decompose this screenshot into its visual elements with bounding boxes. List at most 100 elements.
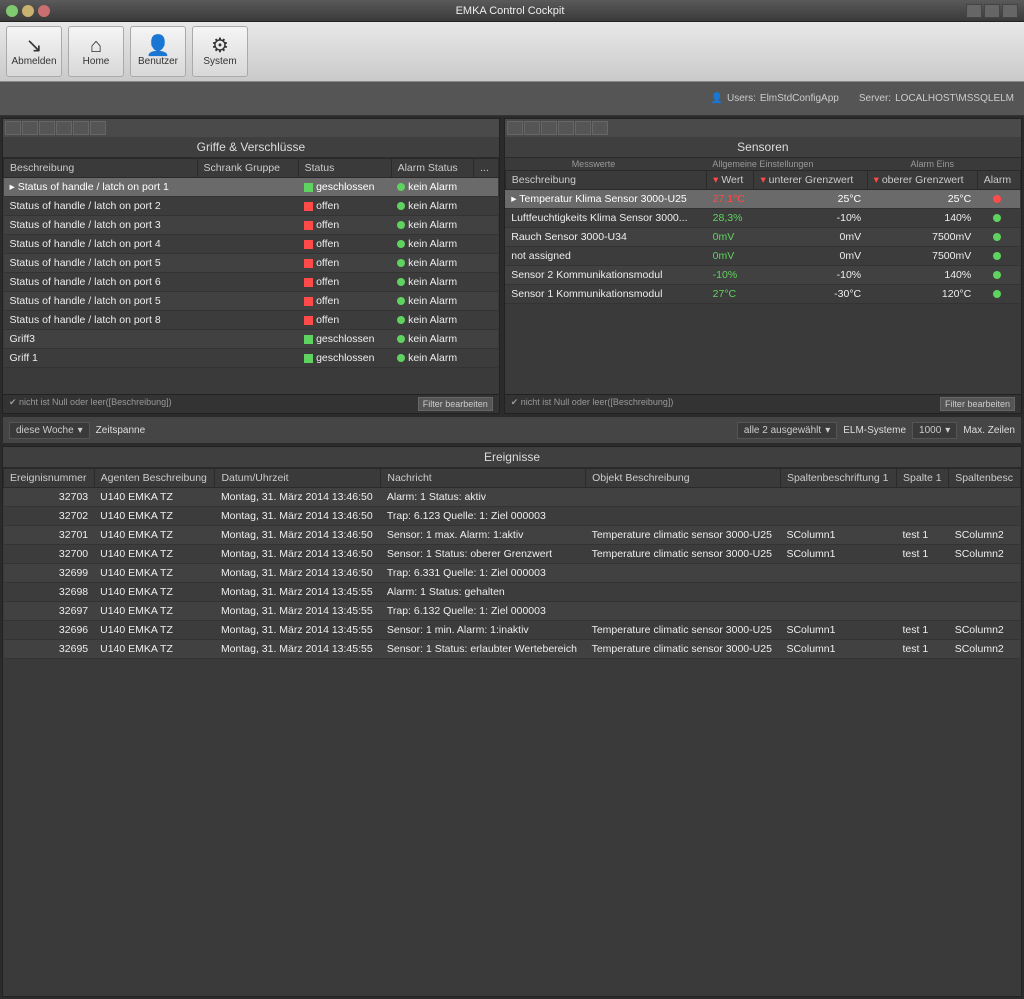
table-row[interactable]: 32701U140 EMKA TZMontag, 31. März 2014 1… [4, 526, 1021, 545]
alarm-cell: kein Alarm [391, 349, 474, 368]
table-row[interactable]: 32698U140 EMKA TZMontag, 31. März 2014 1… [4, 583, 1021, 602]
count-dropdown[interactable]: alle 2 ausgewählt ▾ [737, 422, 837, 439]
schrank-cell [197, 311, 298, 330]
toolbar-icon[interactable] [5, 121, 21, 135]
oberer-cell: 7500mV [867, 247, 977, 266]
table-row[interactable]: Status of handle / latch on port 6offenk… [4, 273, 499, 292]
column-header[interactable]: Schrank Gruppe [197, 159, 298, 178]
column-header[interactable]: Beschreibung [4, 159, 198, 178]
oberer-cell: 25°C [867, 190, 977, 209]
toolbar-icon[interactable] [558, 121, 574, 135]
tool-label: Home [83, 56, 110, 67]
toolbar-icon[interactable] [39, 121, 55, 135]
griffe-filter-edit-button[interactable]: Filter bearbeiten [418, 397, 493, 411]
agent-cell: U140 EMKA TZ [94, 488, 215, 507]
table-row[interactable]: 32696U140 EMKA TZMontag, 31. März 2014 1… [4, 621, 1021, 640]
table-row[interactable]: 32700U140 EMKA TZMontag, 31. März 2014 1… [4, 545, 1021, 564]
column-header[interactable]: Spaltenbesc [949, 469, 1021, 488]
toolbar-icon[interactable] [575, 121, 591, 135]
griffe-table[interactable]: BeschreibungSchrank GruppeStatusAlarm St… [3, 158, 499, 368]
sp2-cell: SColumn2 [949, 640, 1021, 659]
table-row[interactable]: Sensor 2 Kommunikationsmodul-10%-10%140% [505, 266, 1020, 285]
column-header[interactable]: Agenten Beschreibung [94, 469, 215, 488]
column-header[interactable]: ▾ oberer Grenzwert [867, 171, 977, 190]
column-header[interactable]: ... [474, 159, 499, 178]
table-row[interactable]: Status of handle / latch on port 8offenk… [4, 311, 499, 330]
column-header[interactable]: Status [298, 159, 391, 178]
minimize-button[interactable] [966, 4, 982, 18]
objekt-cell: Temperature climatic sensor 3000-U25 [586, 526, 781, 545]
desc-cell: Griff 1 [4, 349, 198, 368]
table-row[interactable]: 32702U140 EMKA TZMontag, 31. März 2014 1… [4, 507, 1021, 526]
nachricht-cell: Sensor: 1 max. Alarm: 1:aktiv [381, 526, 586, 545]
table-row[interactable]: 32703U140 EMKA TZMontag, 31. März 2014 1… [4, 488, 1021, 507]
toolbar-icon[interactable] [73, 121, 89, 135]
sensoren-table[interactable]: Beschreibung▾ Wert▾ unterer Grenzwert▾ o… [505, 170, 1021, 304]
home-button[interactable]: ⌂Home [68, 26, 124, 77]
schrank-cell [197, 254, 298, 273]
status-dot-icon [993, 271, 1001, 279]
table-row[interactable]: Rauch Sensor 3000-U340mV0mV7500mV [505, 228, 1020, 247]
table-row[interactable]: Status of handle / latch on port 5offenk… [4, 292, 499, 311]
sp1-cell [780, 507, 896, 526]
abmelden-button[interactable]: ↘Abmelden [6, 26, 62, 77]
table-row[interactable]: Status of handle / latch on port 3offenk… [4, 216, 499, 235]
toolbar-icon[interactable] [507, 121, 523, 135]
toolbar-icon[interactable] [541, 121, 557, 135]
column-header[interactable]: Objekt Beschreibung [586, 469, 781, 488]
benutzer-button[interactable]: 👤Benutzer [130, 26, 186, 77]
system-button[interactable]: ⚙System [192, 26, 248, 77]
sp1-cell [780, 564, 896, 583]
table-row[interactable]: Status of handle / latch on port 4offenk… [4, 235, 499, 254]
unterer-cell: 0mV [754, 228, 867, 247]
sp2-cell [949, 488, 1021, 507]
week-dropdown[interactable]: diese Woche ▾ [9, 422, 90, 439]
table-row[interactable]: Sensor 1 Kommunikationsmodul27°C-30°C120… [505, 285, 1020, 304]
column-header[interactable]: ▾ unterer Grenzwert [754, 171, 867, 190]
table-row[interactable]: 32695U140 EMKA TZMontag, 31. März 2014 1… [4, 640, 1021, 659]
sp1-cell [780, 583, 896, 602]
table-row[interactable]: ▸ Temperatur Klima Sensor 3000-U2527,1°C… [505, 190, 1020, 209]
table-row[interactable]: Luftfeuchtigkeits Klima Sensor 3000...28… [505, 209, 1020, 228]
column-header[interactable]: Beschreibung [505, 171, 706, 190]
toolbar-icon[interactable] [22, 121, 38, 135]
table-row[interactable]: 32699U140 EMKA TZMontag, 31. März 2014 1… [4, 564, 1021, 583]
toolbar-icon[interactable] [592, 121, 608, 135]
table-row[interactable]: Status of handle / latch on port 2offenk… [4, 197, 499, 216]
column-header[interactable]: ▾ Wert [707, 171, 754, 190]
datum-cell: Montag, 31. März 2014 13:46:50 [215, 564, 381, 583]
table-row[interactable]: 32697U140 EMKA TZMontag, 31. März 2014 1… [4, 602, 1021, 621]
column-header[interactable]: Spalte 1 [897, 469, 949, 488]
table-row[interactable]: Griff 1geschlossenkein Alarm [4, 349, 499, 368]
rows-input[interactable]: 1000 ▾ [912, 422, 957, 439]
column-header[interactable]: Alarm Status [391, 159, 474, 178]
s1-cell [897, 602, 949, 621]
toolbar-icon[interactable] [90, 121, 106, 135]
column-header[interactable]: Ereignisnummer [4, 469, 95, 488]
table-row[interactable]: Griff3geschlossenkein Alarm [4, 330, 499, 349]
toolbar-icon[interactable] [524, 121, 540, 135]
column-header[interactable]: Datum/Uhrzeit [215, 469, 381, 488]
traffic-light-1[interactable] [6, 5, 18, 17]
status-cell: offen [298, 292, 391, 311]
maximize-button[interactable] [984, 4, 1000, 18]
table-row[interactable]: not assigned0mV0mV7500mV [505, 247, 1020, 266]
column-header[interactable]: Nachricht [381, 469, 586, 488]
subheader-label: Alarm Eins [848, 159, 1017, 169]
wert-cell: 0mV [707, 228, 754, 247]
wert-cell: -10% [707, 266, 754, 285]
objekt-cell: Temperature climatic sensor 3000-U25 [586, 621, 781, 640]
status-cell: offen [298, 197, 391, 216]
sensoren-filter-edit-button[interactable]: Filter bearbeiten [940, 397, 1015, 411]
traffic-light-2[interactable] [22, 5, 34, 17]
unterer-cell: 0mV [754, 247, 867, 266]
table-row[interactable]: Status of handle / latch on port 5offenk… [4, 254, 499, 273]
column-header[interactable]: Alarm [977, 171, 1020, 190]
table-row[interactable]: ▸ Status of handle / latch on port 1gesc… [4, 178, 499, 197]
column-header[interactable]: Spaltenbeschriftung 1 [780, 469, 896, 488]
close-button[interactable] [1002, 4, 1018, 18]
toolbar-icon[interactable] [56, 121, 72, 135]
traffic-light-3[interactable] [38, 5, 50, 17]
nr-cell: 32697 [4, 602, 95, 621]
ereignisse-table[interactable]: EreignisnummerAgenten BeschreibungDatum/… [3, 468, 1021, 659]
